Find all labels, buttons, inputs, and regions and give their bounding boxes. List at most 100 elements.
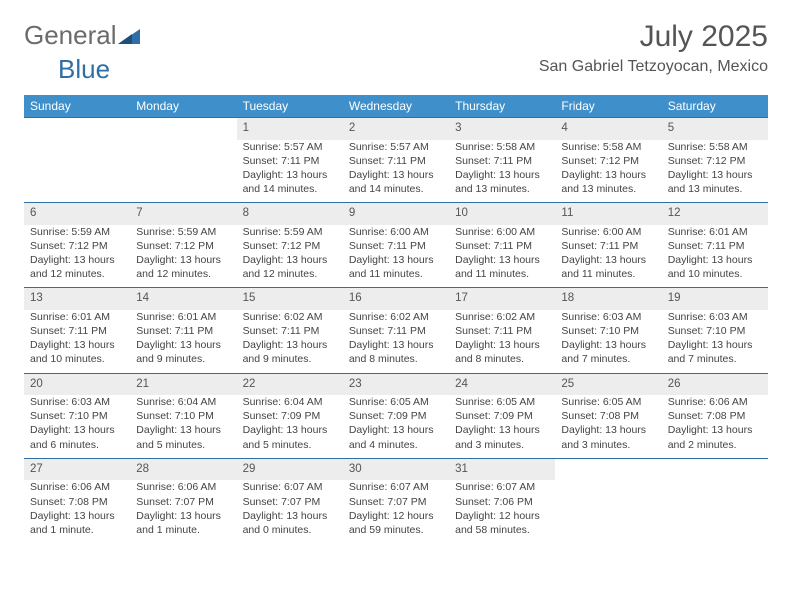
sunrise-line: Sunrise: 5:59 AM <box>30 225 124 239</box>
daylight-line: Daylight: 13 hours and 8 minutes. <box>349 338 443 366</box>
day-number-cell <box>555 458 661 480</box>
brand-triangle-icon <box>118 20 140 51</box>
brand-logo: General <box>24 20 142 51</box>
sunset-line: Sunset: 7:10 PM <box>668 324 762 338</box>
sunrise-line: Sunrise: 6:03 AM <box>561 310 655 324</box>
sunset-line: Sunset: 7:11 PM <box>455 154 549 168</box>
sunset-line: Sunset: 7:11 PM <box>136 324 230 338</box>
sunset-line: Sunset: 7:08 PM <box>30 495 124 509</box>
brand-part2: Blue <box>58 54 110 85</box>
sunset-line: Sunset: 7:11 PM <box>668 239 762 253</box>
daylight-line: Daylight: 13 hours and 11 minutes. <box>561 253 655 281</box>
day-info-cell <box>130 140 236 203</box>
page: General July 2025 San Gabriel Tetzoyocan… <box>0 0 792 563</box>
sunrise-line: Sunrise: 6:06 AM <box>136 480 230 494</box>
weekday-header: Thursday <box>449 95 555 118</box>
day-number-cell: 2 <box>343 118 449 140</box>
sunrise-line: Sunrise: 6:03 AM <box>668 310 762 324</box>
day-info-cell: Sunrise: 6:05 AMSunset: 7:08 PMDaylight:… <box>555 395 661 458</box>
weekday-header-row: SundayMondayTuesdayWednesdayThursdayFrid… <box>24 95 768 118</box>
daylight-line: Daylight: 13 hours and 14 minutes. <box>243 168 337 196</box>
day-number-row: 2728293031 <box>24 458 768 480</box>
day-info-cell: Sunrise: 6:04 AMSunset: 7:09 PMDaylight:… <box>237 395 343 458</box>
sunset-line: Sunset: 7:12 PM <box>561 154 655 168</box>
sunset-line: Sunset: 7:11 PM <box>349 239 443 253</box>
day-info-cell: Sunrise: 6:06 AMSunset: 7:08 PMDaylight:… <box>662 395 768 458</box>
day-info-cell: Sunrise: 5:58 AMSunset: 7:12 PMDaylight:… <box>555 140 661 203</box>
sunrise-line: Sunrise: 6:07 AM <box>455 480 549 494</box>
sunset-line: Sunset: 7:09 PM <box>243 409 337 423</box>
day-info-cell: Sunrise: 6:07 AMSunset: 7:07 PMDaylight:… <box>237 480 343 543</box>
day-number-cell: 16 <box>343 288 449 310</box>
daylight-line: Daylight: 13 hours and 3 minutes. <box>561 423 655 451</box>
day-info-cell: Sunrise: 6:06 AMSunset: 7:08 PMDaylight:… <box>24 480 130 543</box>
daylight-line: Daylight: 13 hours and 6 minutes. <box>30 423 124 451</box>
day-number-cell: 4 <box>555 118 661 140</box>
day-info-cell: Sunrise: 6:03 AMSunset: 7:10 PMDaylight:… <box>24 395 130 458</box>
sunrise-line: Sunrise: 5:59 AM <box>243 225 337 239</box>
daylight-line: Daylight: 13 hours and 1 minute. <box>136 509 230 537</box>
sunset-line: Sunset: 7:08 PM <box>561 409 655 423</box>
sunset-line: Sunset: 7:12 PM <box>30 239 124 253</box>
day-number-cell: 23 <box>343 373 449 395</box>
day-info-cell <box>662 480 768 543</box>
day-info-cell: Sunrise: 5:58 AMSunset: 7:11 PMDaylight:… <box>449 140 555 203</box>
day-info-cell: Sunrise: 5:59 AMSunset: 7:12 PMDaylight:… <box>237 225 343 288</box>
day-info-cell: Sunrise: 6:05 AMSunset: 7:09 PMDaylight:… <box>449 395 555 458</box>
daylight-line: Daylight: 13 hours and 2 minutes. <box>668 423 762 451</box>
sunrise-line: Sunrise: 6:00 AM <box>561 225 655 239</box>
weekday-header: Monday <box>130 95 236 118</box>
day-info-cell: Sunrise: 6:06 AMSunset: 7:07 PMDaylight:… <box>130 480 236 543</box>
day-info-cell: Sunrise: 6:05 AMSunset: 7:09 PMDaylight:… <box>343 395 449 458</box>
sunrise-line: Sunrise: 5:58 AM <box>455 140 549 154</box>
sunset-line: Sunset: 7:07 PM <box>136 495 230 509</box>
sunset-line: Sunset: 7:09 PM <box>455 409 549 423</box>
sunrise-line: Sunrise: 6:05 AM <box>561 395 655 409</box>
day-number-row: 20212223242526 <box>24 373 768 395</box>
daylight-line: Daylight: 13 hours and 13 minutes. <box>668 168 762 196</box>
sunrise-line: Sunrise: 6:07 AM <box>243 480 337 494</box>
sunset-line: Sunset: 7:10 PM <box>30 409 124 423</box>
sunrise-line: Sunrise: 6:02 AM <box>455 310 549 324</box>
day-number-cell: 14 <box>130 288 236 310</box>
weekday-header: Sunday <box>24 95 130 118</box>
day-number-cell: 22 <box>237 373 343 395</box>
sunrise-line: Sunrise: 5:58 AM <box>561 140 655 154</box>
day-info-cell: Sunrise: 5:57 AMSunset: 7:11 PMDaylight:… <box>237 140 343 203</box>
day-number-cell <box>662 458 768 480</box>
day-info-row: Sunrise: 6:03 AMSunset: 7:10 PMDaylight:… <box>24 395 768 458</box>
calendar-table: SundayMondayTuesdayWednesdayThursdayFrid… <box>24 95 768 543</box>
daylight-line: Daylight: 13 hours and 1 minute. <box>30 509 124 537</box>
day-info-cell: Sunrise: 6:03 AMSunset: 7:10 PMDaylight:… <box>662 310 768 373</box>
sunset-line: Sunset: 7:11 PM <box>561 239 655 253</box>
day-number-cell: 12 <box>662 203 768 225</box>
daylight-line: Daylight: 13 hours and 12 minutes. <box>243 253 337 281</box>
day-number-cell: 27 <box>24 458 130 480</box>
day-number-cell: 13 <box>24 288 130 310</box>
daylight-line: Daylight: 13 hours and 8 minutes. <box>455 338 549 366</box>
sunset-line: Sunset: 7:12 PM <box>668 154 762 168</box>
sunrise-line: Sunrise: 6:06 AM <box>30 480 124 494</box>
daylight-line: Daylight: 13 hours and 9 minutes. <box>136 338 230 366</box>
weekday-header: Tuesday <box>237 95 343 118</box>
day-info-cell: Sunrise: 6:07 AMSunset: 7:07 PMDaylight:… <box>343 480 449 543</box>
daylight-line: Daylight: 12 hours and 58 minutes. <box>455 509 549 537</box>
daylight-line: Daylight: 13 hours and 5 minutes. <box>136 423 230 451</box>
day-number-cell: 3 <box>449 118 555 140</box>
day-number-cell: 15 <box>237 288 343 310</box>
daylight-line: Daylight: 13 hours and 9 minutes. <box>243 338 337 366</box>
sunrise-line: Sunrise: 6:00 AM <box>349 225 443 239</box>
sunset-line: Sunset: 7:09 PM <box>349 409 443 423</box>
sunrise-line: Sunrise: 6:07 AM <box>349 480 443 494</box>
daylight-line: Daylight: 13 hours and 5 minutes. <box>243 423 337 451</box>
day-number-cell: 7 <box>130 203 236 225</box>
day-number-cell <box>24 118 130 140</box>
daylight-line: Daylight: 12 hours and 59 minutes. <box>349 509 443 537</box>
day-number-cell: 17 <box>449 288 555 310</box>
sunset-line: Sunset: 7:06 PM <box>455 495 549 509</box>
day-number-cell: 21 <box>130 373 236 395</box>
day-number-cell: 31 <box>449 458 555 480</box>
day-number-cell: 1 <box>237 118 343 140</box>
daylight-line: Daylight: 13 hours and 12 minutes. <box>30 253 124 281</box>
day-info-cell: Sunrise: 6:00 AMSunset: 7:11 PMDaylight:… <box>555 225 661 288</box>
